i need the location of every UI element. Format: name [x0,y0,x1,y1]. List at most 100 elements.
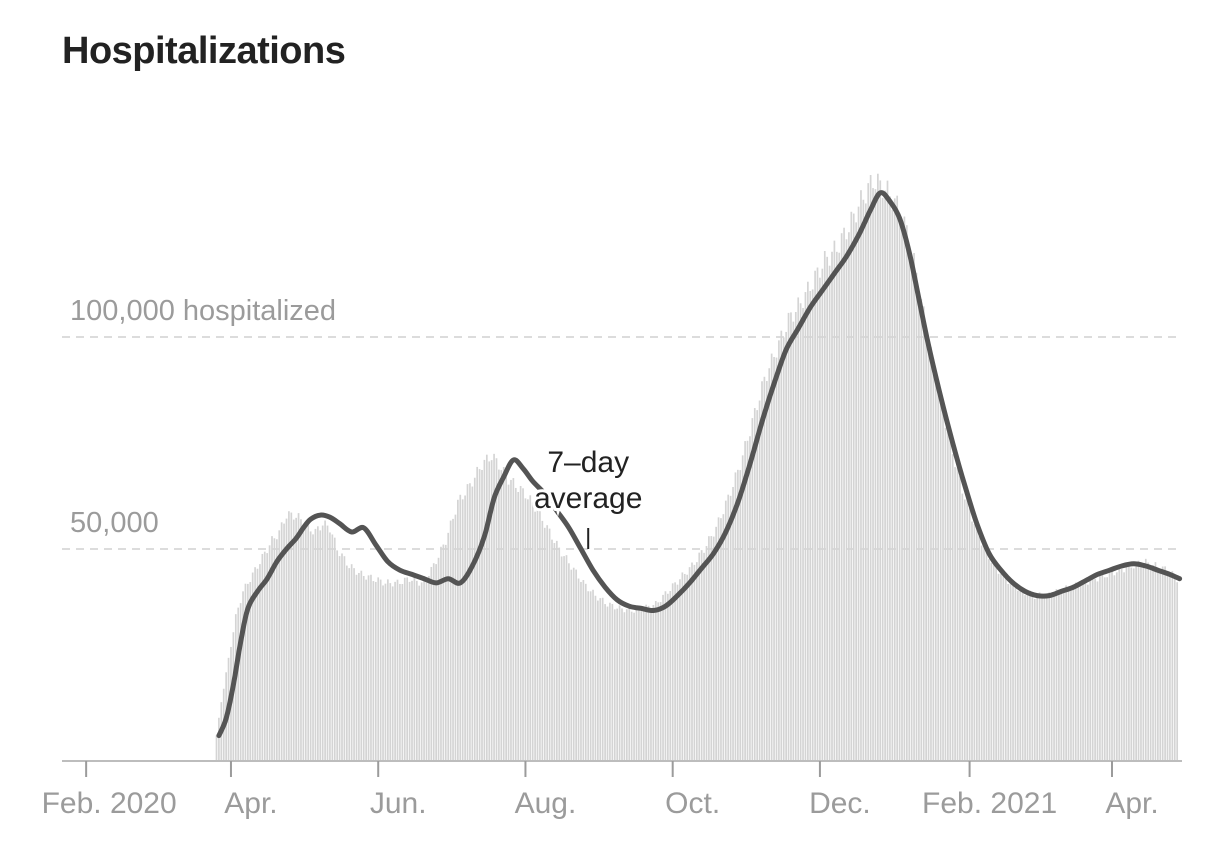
daily-bar [785,331,787,761]
daily-bar [693,564,696,761]
daily-bar [522,488,524,761]
daily-bar [336,550,339,761]
daily-bar [860,190,862,761]
daily-bar [790,312,792,761]
daily-bar [744,441,746,761]
daily-bar [1062,589,1065,761]
daily-bar [551,539,553,761]
daily-bar [341,553,343,761]
daily-bar [667,593,669,761]
daily-bar [1079,586,1082,761]
daily-bar [679,579,681,761]
daily-bar [275,539,278,761]
daily-bar [727,494,730,761]
daily-bar [604,604,606,761]
daily-bar [1033,598,1036,761]
daily-bar [321,525,324,761]
daily-bar [901,226,903,761]
daily-bar [761,381,763,761]
daily-bar [903,216,906,761]
daily-bar [251,572,254,761]
daily-bar [495,458,498,761]
daily-bar [688,567,691,761]
daily-bar [623,612,626,761]
daily-bar [261,553,264,761]
daily-bar [1014,588,1017,761]
daily-bar [763,376,766,761]
daily-bar [1101,572,1104,761]
daily-bar [1154,562,1157,761]
daily-bar [418,585,421,761]
daily-bar [980,545,983,761]
daily-bar [597,600,599,761]
daily-bar [1031,594,1034,761]
daily-bar [879,180,882,761]
daily-bar [867,183,870,762]
daily-bar [930,346,932,761]
daily-bar [717,517,720,761]
daily-bar [920,299,923,761]
daily-bar [454,514,457,761]
daily-bar [674,582,676,761]
daily-bar [1094,578,1096,761]
daily-bar [732,486,734,761]
daily-bar [992,560,995,761]
daily-bar [447,532,450,761]
daily-bar [915,272,918,761]
daily-bar [483,459,486,761]
daily-bar [1000,573,1002,761]
daily-bar [459,494,462,761]
daily-bar [403,577,406,761]
daily-bar [490,460,493,761]
daily-bar [1173,575,1176,761]
daily-bar [1038,592,1041,761]
daily-bar [464,495,466,761]
daily-bar [268,545,271,761]
daily-bar [1074,582,1077,761]
daily-bar [502,466,505,761]
daily-bar [715,526,717,761]
daily-bar [652,604,655,761]
daily-bar [1099,575,1101,761]
daily-bar [942,408,944,761]
daily-bar [505,476,507,761]
daily-bar [1067,588,1070,761]
x-tick-label: Oct. [665,787,720,820]
daily-bar [1169,574,1171,761]
chart-title: Hospitalizations [62,30,346,72]
gridline-label: 50,000 [70,507,159,539]
daily-bar [700,550,703,761]
daily-bar [401,583,404,761]
daily-bar [1157,567,1159,761]
daily-bar [782,337,785,761]
daily-bar [1048,592,1051,761]
daily-bar [826,256,829,761]
daily-bar [473,477,476,761]
daily-bar [918,296,920,761]
daily-bar [724,500,727,761]
daily-bar [823,251,826,761]
daily-bar [988,559,990,761]
daily-bar [461,499,464,761]
daily-bar [254,567,256,761]
daily-bar [517,492,520,761]
daily-bar [425,577,428,761]
daily-bar [1135,561,1137,761]
daily-bar [881,197,884,761]
daily-bar [737,469,739,761]
daily-bar [370,574,372,761]
daily-bar [831,251,833,761]
daily-bar [413,576,416,761]
average-line-layer [216,190,1183,739]
daily-bar [804,292,807,761]
daily-bar [415,580,418,761]
daily-bar [1115,572,1118,761]
daily-bar [382,585,384,761]
daily-bar [966,498,969,761]
daily-bar [543,527,546,761]
daily-bar [1164,566,1166,761]
daily-bar [659,602,662,761]
daily-bar [485,454,488,761]
daily-bar [647,605,650,761]
daily-bar [423,576,425,761]
